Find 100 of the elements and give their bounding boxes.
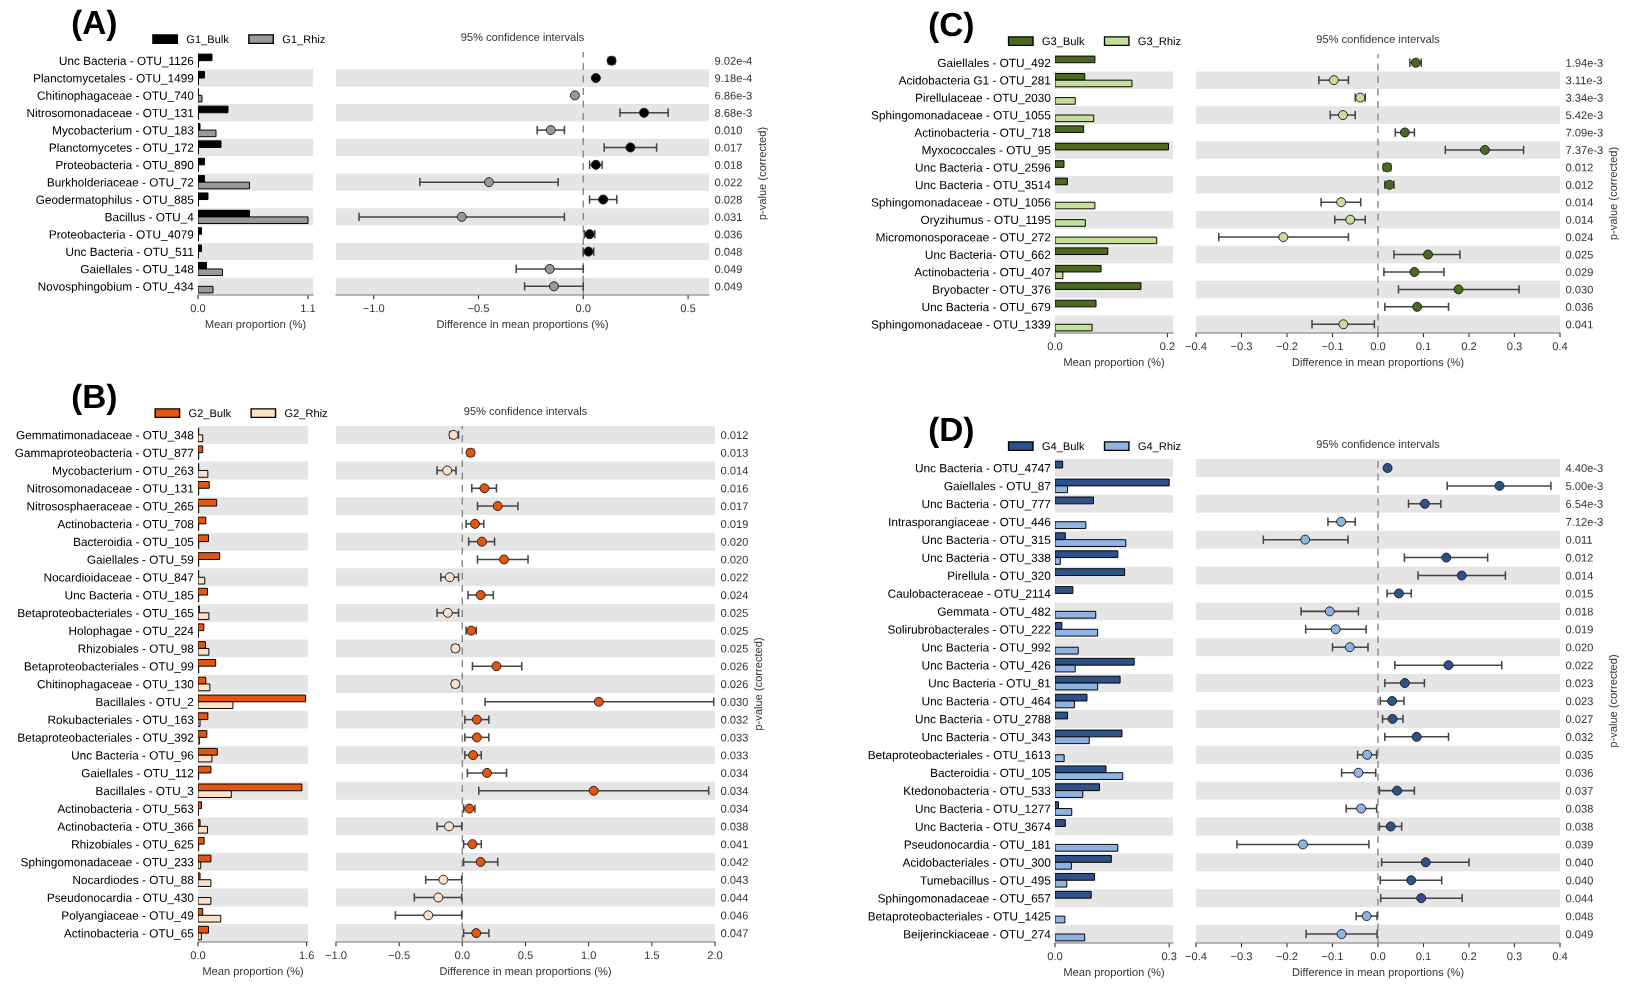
y-tick-label: Geodermatophilus - OTU_885 — [36, 195, 194, 207]
y2-tick-label: 0.034 — [720, 804, 749, 813]
x-tick-label: 0.0 — [455, 951, 470, 960]
y-tick-label: Tumebacillus - OTU_495 — [920, 875, 1051, 887]
y-tick-label: Caulobacteraceae - OTU_2114 — [888, 589, 1051, 601]
x-tick-label: 0.0 — [190, 951, 206, 960]
y2-tick-label: 0.042 — [720, 858, 748, 867]
y-tick-label: Intrasporangiaceae - OTU_446 — [889, 517, 1051, 529]
y2-tick-label: 0.019 — [1565, 625, 1593, 634]
chart-title: (A) — [72, 9, 116, 41]
bar — [198, 285, 214, 294]
y2-tick-label: 0.017 — [714, 143, 742, 152]
legend-label: G3_Rhiz — [1138, 36, 1181, 48]
y-tick-label: Nocardioidaceae - OTU_847 — [44, 572, 194, 584]
y-tick-label: Micromonosporaceae - OTU_272 — [876, 232, 1051, 244]
y-tick-label: Mycobacterium - OTU_263 — [53, 466, 194, 478]
x-tick-label: −0.5 — [388, 951, 410, 960]
y-tick-label: Nocardiodes - OTU_88 — [73, 875, 194, 887]
x-tick-label: 0.2 — [1461, 952, 1477, 961]
y2-tick-label: 0.046 — [720, 911, 748, 920]
y2-tick-label: 3.11e-3 — [1565, 76, 1602, 85]
y-tick-label: Bacteroidia - OTU_105 — [931, 768, 1051, 780]
y2-tick-label: 0.024 — [720, 591, 749, 600]
x-axis-title: Mean proportion (%) — [1064, 967, 1164, 979]
y-tick-label: Unc Bacteria - OTU_426 — [922, 660, 1051, 672]
chart-title: 95% confidence intervals — [1316, 34, 1440, 43]
y2-tick-label: 0.034 — [720, 787, 749, 795]
bar — [1055, 55, 1096, 64]
x-tick-label: 0.2 — [1160, 342, 1175, 351]
y2-tick-label: 0.022 — [1565, 661, 1593, 670]
y2-tick-label: 0.033 — [720, 751, 748, 760]
bar — [1055, 247, 1109, 256]
y-tick-label: Gemmata - OTU_482 — [937, 607, 1051, 618]
y-tick-label: Pirellula - OTU_320 — [948, 571, 1051, 583]
y-tick-label: Sphingomonadaceae - OTU_1339 — [871, 320, 1051, 332]
y2-tick-label: 0.030 — [1565, 285, 1593, 294]
y2-tick-label: 0.010 — [714, 126, 742, 135]
legend-label: G2_Rhiz — [285, 408, 328, 420]
y-tick-label: Acidobacteriales - OTU_300 — [902, 858, 1051, 869]
bar — [1055, 586, 1074, 594]
bar — [1055, 97, 1076, 105]
y2-axis-title: p-value (corrected) — [1608, 147, 1620, 240]
y2-tick-label: 0.024 — [1565, 233, 1594, 242]
y2-tick-label: 0.020 — [720, 555, 748, 564]
y2-tick-label: 0.015 — [1565, 589, 1593, 598]
y2-tick-label: 0.020 — [720, 537, 748, 546]
y2-tick-label: 0.044 — [720, 893, 749, 902]
x-tick-label: 1.0 — [581, 951, 596, 960]
y2-tick-label: 0.017 — [720, 502, 748, 511]
x-tick-label: −0.5 — [468, 304, 489, 313]
y-tick-label: Pseudonocardia - OTU_181 — [904, 840, 1051, 852]
chart-title: (D) — [929, 416, 973, 448]
y2-tick-label: 0.023 — [1565, 679, 1593, 688]
y-tick-label: Beijerinckiaceae - OTU_274 — [904, 929, 1051, 941]
y2-tick-label: 8.68e-3 — [715, 109, 752, 117]
x-tick-label: 0.0 — [1047, 952, 1063, 961]
bar — [1055, 915, 1066, 924]
y2-tick-label: 0.025 — [720, 644, 748, 653]
chart-title: 95% confidence intervals — [1316, 439, 1440, 448]
y2-tick-label: 9.02e-4 — [715, 56, 752, 65]
y2-tick-label: 5.42e-3 — [1566, 111, 1603, 120]
bar — [198, 897, 212, 905]
y2-tick-label: 0.022 — [720, 573, 748, 582]
y-tick-label: Gaiellales - OTU_112 — [81, 768, 194, 780]
y-tick-label: Sphingomonadaceae - OTU_1055 — [871, 110, 1051, 122]
y-tick-label: Solirubrobacterales - OTU_222 — [887, 625, 1051, 636]
y-tick-label: Gemmatimonadaceae - OTU_348 — [16, 430, 194, 442]
y2-tick-label: 0.049 — [714, 282, 742, 291]
bar — [1055, 160, 1065, 168]
y-tick-label: Unc Bacteria - OTU_3674 — [915, 822, 1051, 834]
y-tick-label: Acidobacteria G1 - OTU_281 — [898, 75, 1051, 87]
y-tick-label: Actinobacteria - OTU_65 — [63, 928, 194, 940]
y-tick-label: Unc Bacteria - OTU_2596 — [915, 163, 1051, 174]
y-tick-label: Pirellulaceae - OTU_2030 — [915, 93, 1051, 105]
legend-label: G1_Bulk — [186, 34, 229, 46]
legend-label: G4_Rhiz — [1138, 441, 1181, 453]
y-tick-label: Myxococcales - OTU_95 — [922, 145, 1051, 157]
y2-tick-label: 0.029 — [1565, 268, 1593, 277]
y2-tick-label: 0.041 — [1565, 320, 1593, 329]
bar — [1055, 496, 1094, 505]
bar — [1055, 460, 1064, 469]
x-tick-label: 0.3 — [1161, 952, 1177, 961]
x-tick-label: 0.4 — [1552, 342, 1568, 351]
bar — [1055, 323, 1093, 332]
y2-tick-label: 0.039 — [1565, 840, 1593, 849]
x-tick-label: 0.0 — [190, 304, 206, 313]
y-tick-label: Planctomycetes - OTU_172 — [49, 143, 194, 155]
y-tick-label: Unc Bacteria - OTU_511 — [66, 247, 194, 259]
bar — [1055, 201, 1096, 210]
x-tick-label: 0.0 — [1370, 342, 1386, 351]
y-tick-label: Unc Bacteria - OTU_338 — [922, 553, 1051, 565]
y2-tick-label: 0.012 — [1565, 181, 1593, 189]
y2-tick-label: 0.030 — [720, 698, 748, 706]
x-tick-label: 1.1 — [301, 304, 316, 313]
y2-tick-label: 0.047 — [720, 929, 748, 938]
x-tick-label: −0.3 — [1231, 342, 1252, 351]
y-tick-label: Actinobacteria - OTU_708 — [57, 519, 194, 531]
bar — [1055, 843, 1119, 852]
x-axis-title: Difference in mean proportions (%) — [440, 966, 611, 978]
x-tick-label: 1.6 — [299, 951, 314, 960]
